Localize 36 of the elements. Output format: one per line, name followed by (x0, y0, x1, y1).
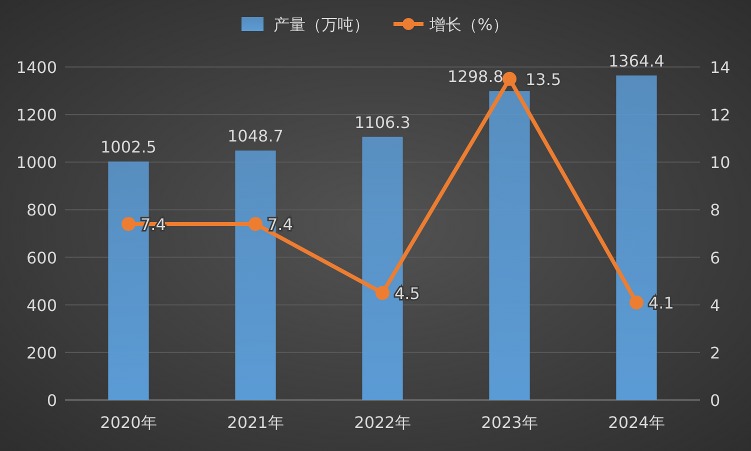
y-tick-label: 1400 (16, 58, 57, 77)
data-label: 7.4 (140, 214, 166, 234)
data-label: 1106.3 (354, 112, 410, 132)
data-label: 1364.4 (608, 51, 664, 70)
x-tick-label: 2024年 (608, 413, 665, 432)
y2-tick-label: 12 (710, 106, 730, 125)
legend-label: 增长（%） (428, 15, 509, 34)
y2-tick-label: 14 (710, 58, 730, 77)
y-tick-label: 800 (26, 200, 57, 220)
point (122, 216, 136, 231)
y2-tick-label: 8 (710, 200, 720, 220)
y-tick-label: 600 (26, 248, 57, 268)
y-tick-label: 400 (26, 296, 57, 315)
x-tick-label: 2021年 (227, 413, 284, 432)
point (502, 72, 516, 86)
y-tick-label: 1000 (16, 153, 57, 172)
x-tick-label: 2023年 (481, 413, 538, 432)
point (630, 295, 644, 310)
y-tick-label: 0 (46, 391, 57, 410)
y-tick-label: 200 (26, 343, 57, 362)
point (376, 286, 390, 300)
y2-tick-label: 4 (710, 296, 720, 315)
point (248, 216, 262, 231)
y2-tick-label: 0 (710, 391, 720, 410)
data-label: 1048.7 (228, 126, 284, 146)
y2-tick-label: 2 (710, 343, 720, 362)
y2-tick-label: 6 (710, 248, 720, 268)
legend-label: 产量（万吨） (274, 15, 370, 34)
data-label: 13.5 (526, 70, 562, 89)
y2-tick-label: 10 (710, 153, 730, 172)
y-tick-label: 1200 (16, 106, 57, 125)
x-tick-label: 2022年 (354, 413, 411, 432)
data-label: 1298.8 (448, 67, 504, 86)
bar (489, 91, 530, 400)
x-tick-label: 2020年 (100, 413, 157, 432)
data-label: 1002.5 (100, 138, 156, 157)
